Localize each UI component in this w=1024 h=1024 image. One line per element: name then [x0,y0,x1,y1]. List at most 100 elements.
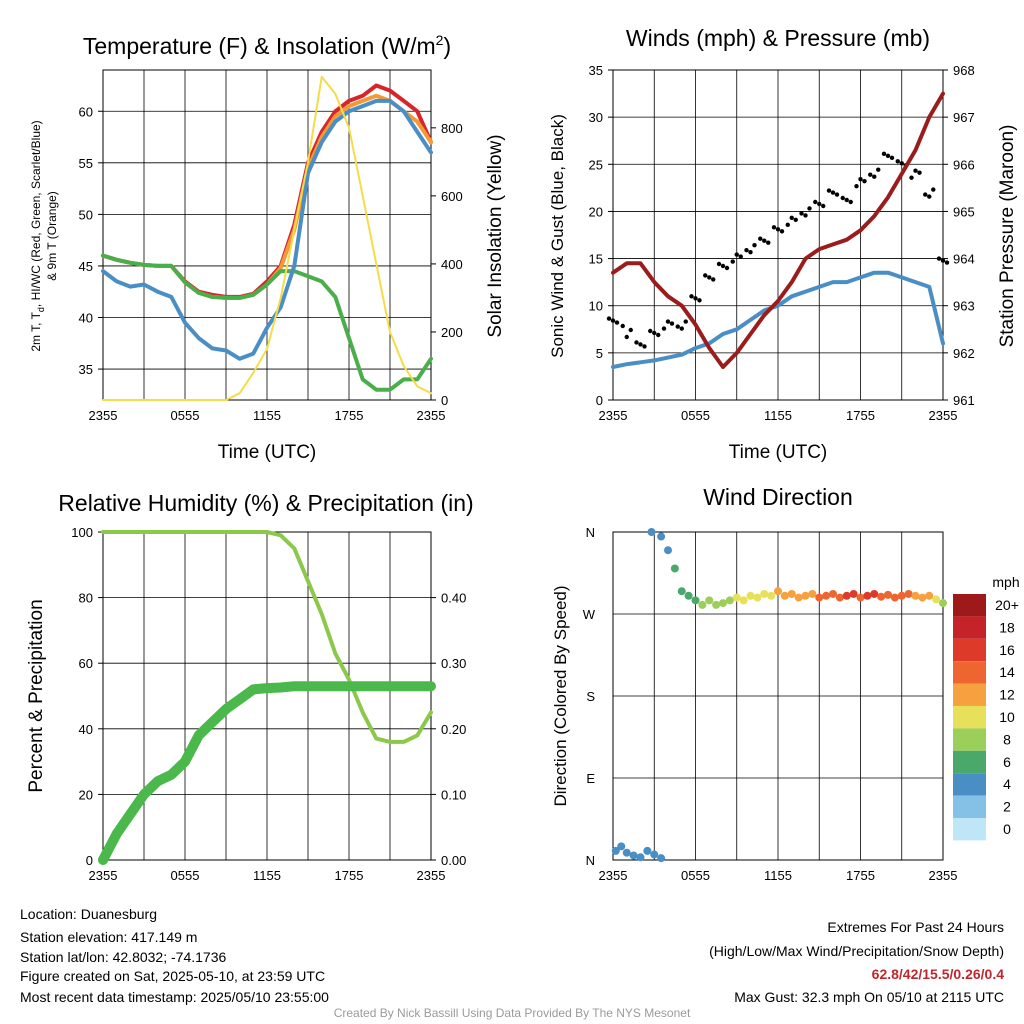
gust-point [854,183,859,189]
gust-point [779,229,785,234]
temp-series-line [101,253,433,392]
gust-point [799,211,804,216]
temp-y2label: Solar Insolation (Yellow) [485,134,506,337]
colorbar-swatch [953,750,986,774]
y2-tick-label: 967 [953,110,975,125]
colorbar-swatch [953,594,986,617]
x-tick-label: 1755 [335,408,364,423]
y-tick-label: 55 [79,156,93,171]
x-tick-label: 2355 [417,408,446,423]
credit-text: Created By Nick Bassill Using Data Provi… [333,1006,691,1020]
info-elevation: Station elevation: 417.149 m [20,929,198,945]
colorbar-label: 18 [999,619,1015,635]
gust-point [889,155,895,161]
gust-point [858,176,863,182]
wind-title: Winds (mph) & Pressure (mb) [626,25,930,51]
direction-point [670,564,679,573]
direction-point [842,591,851,600]
gust-point [720,263,726,269]
y-tick-label: S [586,689,595,704]
colorbar-label: 16 [999,642,1015,658]
y-tick-label: 60 [79,656,93,671]
gust-point [679,326,684,331]
colorbar-swatch [953,661,986,684]
colorbar-title: mph [992,574,1019,590]
y2-tick-label: 962 [953,346,975,361]
y-tick-label: E [586,771,595,786]
gust-point [669,321,675,326]
temp-ylabel-line2: & 9m T (Orange) [45,191,59,281]
gust-point [675,324,680,329]
rh-series-line [98,681,436,865]
x-tick-label: 2355 [89,868,118,883]
gust-point [634,340,639,345]
gust-point [830,190,836,195]
colorbar-swatch [953,795,986,818]
gust-point [775,227,781,232]
x-tick-label: 2355 [599,408,628,423]
direction-point [939,599,947,608]
x-tick-label: 2355 [599,868,628,883]
gust-point [785,222,790,228]
colorbar-label: 2 [1003,799,1011,815]
colorbar-swatch [953,616,986,639]
dir-title: Wind Direction [703,484,853,510]
direction-point [849,589,858,598]
temp-plot: 2355 0555 1155 1755 235535404550556002004006… [79,69,463,423]
gust-point [807,206,812,211]
gust-point [656,332,661,338]
y-tick-label: 20 [589,204,603,219]
gust-point [913,168,918,173]
gust-point [738,254,743,259]
direction-point [760,589,769,598]
x-tick-label: 0555 [681,408,710,423]
y-tick-label: 80 [79,591,93,606]
gust-point [606,316,612,321]
gust-point [652,330,657,336]
gust-point [771,225,777,230]
gust-point [927,194,932,199]
rh-title: Relative Humidity (%) & Precipitation (i… [58,490,473,516]
y2-tick-label: 0.30 [441,656,466,671]
direction-point [705,596,714,605]
extremes-values: 62.8/42/15.5/0.26/0.4 [871,966,1004,982]
gust-point [826,188,832,193]
gust-point [766,240,771,245]
y-tick-label: 100 [71,525,93,540]
x-tick-label: 1155 [253,408,281,423]
extremes-title: Extremes For Past 24 Hours [827,919,1004,935]
wind-ylabel: Sonic Wind & Gust (Blue, Black) [548,114,567,358]
y2-tick-label: 600 [441,189,463,204]
gust-point [614,320,620,325]
gust-point [624,334,629,340]
gust-point [834,192,840,197]
colorbar-swatch [953,638,986,662]
gust-point [909,175,914,180]
gust-point [661,326,667,331]
y-tick-label: 15 [589,252,603,267]
gust-point [899,161,904,166]
gust-point [697,298,702,303]
direction-point [712,600,721,609]
gust-point [817,201,822,207]
info-created: Figure created on Sat, 2025-05-10, at 23… [20,968,326,984]
direction-point [890,593,899,602]
y-tick-label: N [586,525,595,540]
colorbar-label: 14 [999,664,1015,680]
direction-point [698,600,707,609]
temp-series-line [101,98,433,361]
info-latlon: Station lat/lon: 42.8032; -74.1736 [20,949,227,965]
direction-point [863,591,872,600]
gust-point [881,151,887,157]
gust-point [758,236,763,241]
direction-point [647,528,656,536]
direction-point [753,593,762,602]
y-tick-label: 0 [596,393,603,408]
direction-point [629,851,638,860]
direction-point [829,589,837,598]
colorbar-label: 0 [1003,821,1011,837]
gust-point [793,217,798,223]
colorbar-swatch [953,683,986,706]
colorbar-label: 12 [999,687,1015,703]
